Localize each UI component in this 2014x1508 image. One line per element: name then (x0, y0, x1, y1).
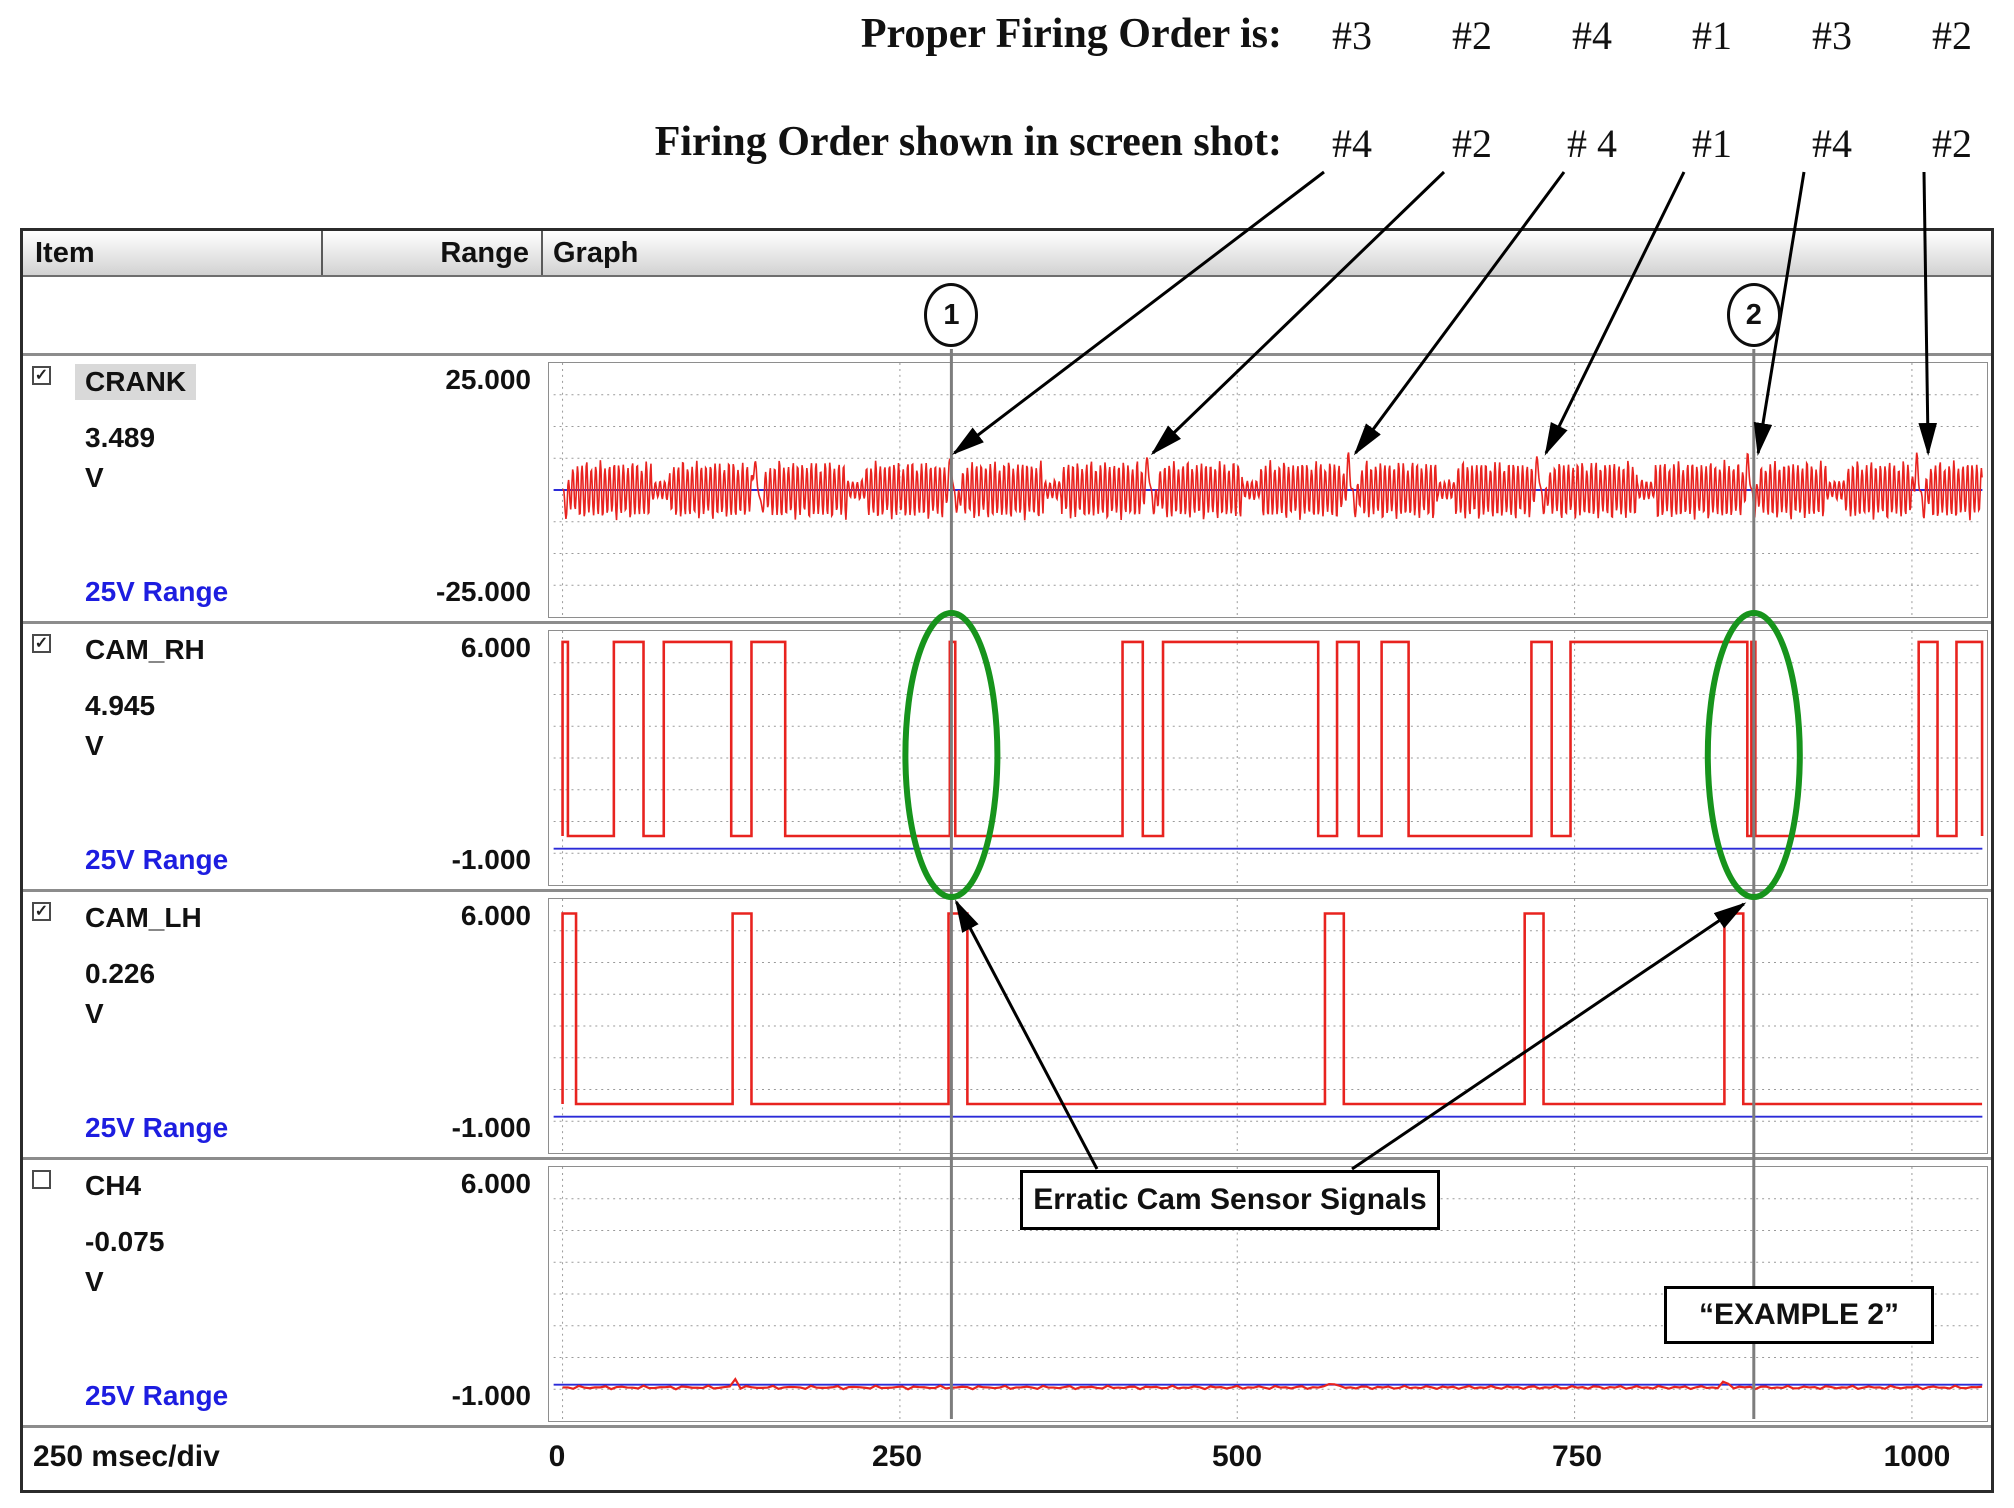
firing-order-value: #1 (1692, 121, 1732, 166)
channel-name[interactable]: CH4 (85, 1170, 142, 1201)
waveform-plot-cam-rh (548, 630, 1988, 886)
range-min-value: -1.000 (451, 1380, 531, 1411)
scope-header: Item Range Graph (23, 231, 1991, 277)
cam_rh-trace (561, 640, 1984, 838)
channel-enabled-checkbox[interactable]: ✓ (32, 366, 51, 385)
shown-firing-order-values: #4 #2 # 4 #1 #4 #2 (1292, 120, 2012, 167)
channel-value: 3.489 (85, 422, 156, 453)
range-min-value: -1.000 (451, 1112, 531, 1143)
cursor-2-label: 2 (1745, 298, 1762, 331)
firing-order-value: #2 (1452, 121, 1492, 166)
crank-trace (562, 452, 1983, 521)
channel-range-label: 25V Range (85, 844, 229, 875)
channel-row-cam-rh: ✓ CAM_RH 4.945 V 25V Range 6.000 -1.000 (23, 621, 1991, 889)
time-tick-label: 250 (871, 1440, 923, 1473)
channel-enabled-checkbox[interactable]: ✓ (32, 902, 51, 921)
example-2-callout: “EXAMPLE 2” (1664, 1286, 1934, 1344)
proper-firing-order-values: #3 #2 #4 #1 #3 #2 (1292, 12, 2012, 59)
cursor-label-strip: 1 2 (23, 277, 1991, 353)
shown-firing-order-label: Firing Order shown in screen shot: (654, 119, 1282, 165)
channel-unit: V (85, 998, 104, 1029)
cam_lh-trace (561, 912, 1983, 1106)
channel-name[interactable]: CAM_RH (85, 634, 205, 665)
channel-unit: V (85, 1266, 104, 1297)
range-max-value: 6.000 (460, 632, 531, 663)
channel-unit: V (85, 462, 104, 493)
channel-name[interactable]: CAM_LH (85, 902, 202, 933)
time-axis: 250 msec/div 0 250 500 750 1000 (23, 1425, 1991, 1490)
firing-order-value: #2 (1932, 13, 1972, 58)
firing-order-value: #3 (1812, 13, 1852, 58)
erratic-cam-signals-callout: Erratic Cam Sensor Signals (1020, 1170, 1440, 1230)
firing-order-value: #4 (1332, 121, 1372, 166)
timebase-label: 250 msec/div (33, 1440, 220, 1473)
firing-order-value: #4 (1812, 121, 1852, 166)
column-divider (541, 231, 543, 275)
channel-range-label: 25V Range (85, 1380, 229, 1411)
channel-row-cam-lh: ✓ CAM_LH 0.226 V 25V Range 6.000 -1.000 (23, 889, 1991, 1157)
cursor-1-handle[interactable]: 1 (924, 283, 979, 347)
column-divider (321, 231, 323, 275)
range-max-value: 25.000 (445, 364, 531, 395)
firing-order-value: #2 (1932, 121, 1972, 166)
firing-order-value: #3 (1332, 13, 1372, 58)
waveform-plot-crank (548, 362, 1988, 618)
range-max-value: 6.000 (460, 900, 531, 931)
channel-value: 0.226 (85, 958, 156, 989)
channel-range-label: 25V Range (85, 576, 229, 607)
channel-range-label: 25V Range (85, 1112, 229, 1143)
column-header-item: Item (35, 237, 95, 269)
channel-enabled-checkbox[interactable] (32, 1170, 51, 1189)
cursor-1-label: 1 (943, 298, 960, 331)
time-tick-label: 0 (548, 1440, 566, 1473)
channel-value: 4.945 (85, 690, 156, 721)
channel-row-crank: ✓ CRANK 3.489 V 25V Range 25.000 -25.000 (23, 353, 1991, 621)
firing-order-value: #1 (1692, 13, 1732, 58)
channel-name[interactable]: CRANK (75, 364, 197, 400)
time-tick-label: 750 (1551, 1440, 1603, 1473)
cursor-2-handle[interactable]: 2 (1726, 283, 1781, 347)
time-tick-label: 1000 (1883, 1440, 1951, 1473)
firing-order-value: #4 (1572, 13, 1612, 58)
channel-enabled-checkbox[interactable]: ✓ (32, 634, 51, 653)
channel-unit: V (85, 730, 104, 761)
firing-order-value: # 4 (1567, 121, 1617, 166)
proper-firing-order-label: Proper Firing Order is: (860, 11, 1282, 57)
range-min-value: -25.000 (436, 576, 531, 607)
time-tick-label: 500 (1211, 1440, 1263, 1473)
column-header-graph: Graph (553, 237, 639, 269)
ch4-trace (562, 1377, 1983, 1391)
waveform-plot-cam-lh (548, 898, 1988, 1154)
channel-value: -0.075 (85, 1226, 165, 1257)
firing-order-value: #2 (1452, 13, 1492, 58)
range-min-value: -1.000 (451, 844, 531, 875)
range-max-value: 6.000 (460, 1168, 531, 1199)
column-header-range: Range (440, 237, 529, 269)
